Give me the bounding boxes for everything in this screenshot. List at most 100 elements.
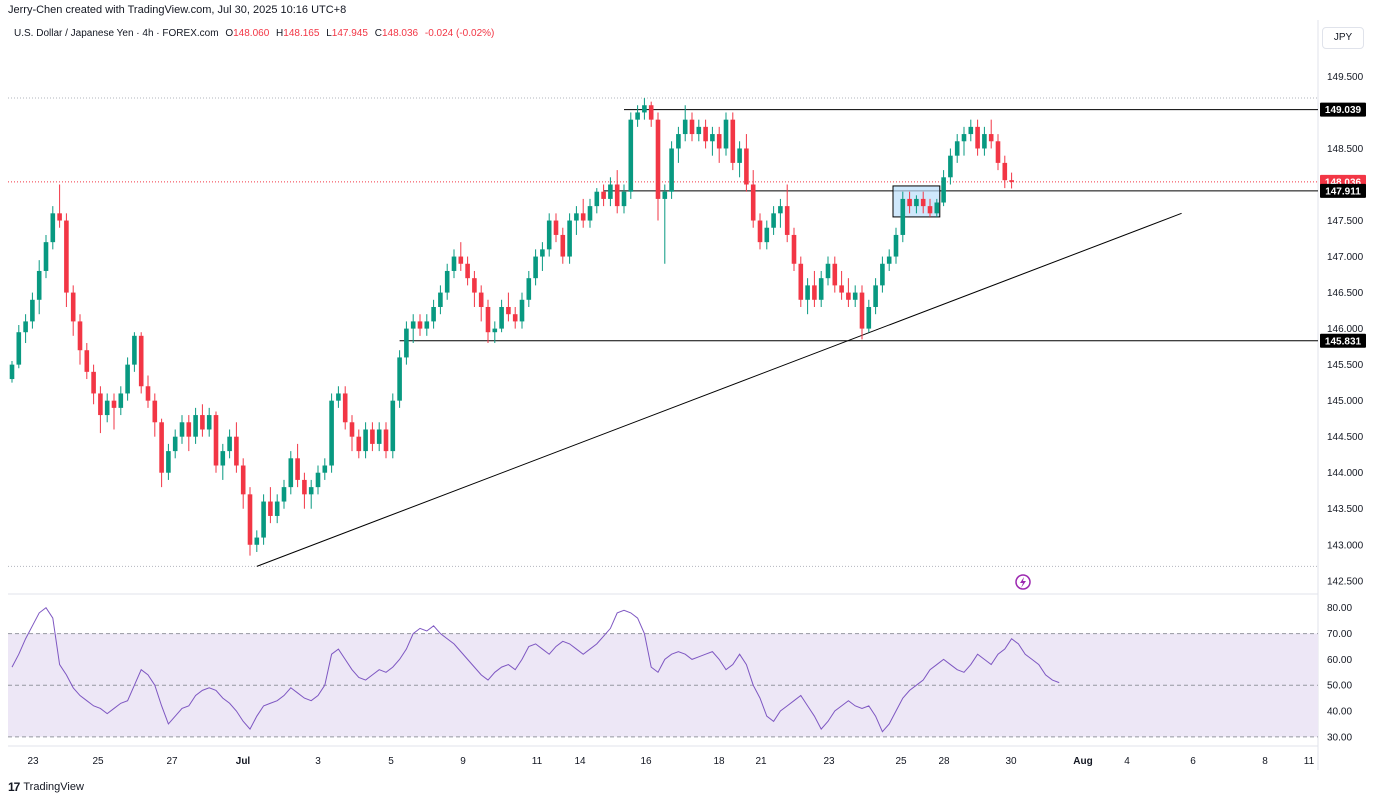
candle-body: [744, 148, 749, 185]
candle-body: [57, 213, 62, 221]
candle: [519, 292, 525, 329]
candle: [812, 270, 817, 307]
candle-body: [465, 263, 470, 279]
candle: [410, 314, 416, 344]
event-lightning-icon: [1015, 574, 1031, 590]
candle: [472, 270, 477, 307]
price-tick-label: 146.000: [1327, 324, 1364, 335]
candle-body: [30, 299, 35, 322]
time-tick-label: 30: [1005, 756, 1017, 767]
candle-body: [213, 415, 219, 466]
candle: [621, 184, 627, 214]
candle: [866, 299, 872, 333]
candle: [533, 249, 538, 286]
candle: [30, 292, 35, 329]
candle: [968, 119, 974, 142]
candle: [744, 134, 749, 192]
candle: [465, 256, 470, 286]
candle: [50, 206, 56, 250]
candle-body: [839, 285, 844, 293]
candle-body: [988, 134, 994, 142]
candle: [594, 188, 600, 214]
candle: [852, 285, 858, 307]
candle-body: [397, 357, 402, 401]
price-tick-label: 149.500: [1327, 72, 1364, 83]
candle: [499, 299, 504, 333]
candle: [676, 126, 681, 163]
candle-body: [186, 422, 192, 437]
candle: [424, 314, 430, 336]
candle: [23, 314, 28, 344]
candle-body: [370, 429, 375, 444]
candle: [200, 404, 205, 437]
candle: [451, 249, 457, 279]
price-tick-label: 142.500: [1327, 576, 1364, 587]
candle-body: [676, 134, 681, 149]
candle: [703, 119, 708, 149]
candle: [574, 206, 579, 235]
candle: [655, 112, 661, 221]
candle-body: [818, 278, 824, 300]
candle: [560, 227, 566, 264]
candle-body: [132, 335, 137, 365]
candle: [417, 314, 423, 336]
candle-body: [206, 415, 212, 430]
candle-body: [1009, 180, 1014, 182]
candle-body: [941, 177, 946, 203]
time-tick-label: 4: [1124, 756, 1130, 767]
candle-body: [172, 436, 178, 452]
candle-body: [281, 487, 287, 502]
candle: [682, 105, 688, 142]
tradingview-logo-icon: 17: [8, 780, 20, 794]
candle-body: [703, 126, 708, 142]
candle: [302, 472, 307, 509]
candle-body: [295, 458, 300, 480]
candle: [247, 487, 253, 556]
candle-body: [750, 184, 756, 221]
candle: [16, 325, 22, 369]
candle: [975, 119, 980, 156]
change-value: -0.024 (-0.02%): [424, 28, 495, 39]
chart-attribution: Jerry-Chen created with TradingView.com,…: [8, 4, 347, 16]
candle: [213, 411, 219, 473]
candle-body: [608, 184, 613, 199]
rsi-tick-label: 80.00: [1327, 603, 1352, 614]
candle-body: [961, 134, 967, 142]
candle-body: [424, 321, 430, 329]
candle: [356, 429, 362, 459]
candle: [227, 429, 232, 459]
symbol-name[interactable]: U.S. Dollar / Japanese Yen · 4h · FOREX.…: [14, 28, 219, 39]
time-tick-label: 21: [755, 756, 767, 767]
candle-body: [975, 126, 980, 149]
candle: [798, 256, 804, 307]
candle-body: [322, 465, 328, 473]
candle: [689, 112, 695, 142]
candle-body: [512, 314, 518, 322]
candle-body: [36, 270, 42, 300]
candle: [104, 393, 110, 423]
open-label: O: [225, 28, 234, 39]
candle: [886, 249, 892, 271]
candle-body: [553, 220, 559, 235]
currency-button[interactable]: JPY: [1322, 27, 1364, 49]
candle: [696, 119, 702, 142]
candle: [839, 270, 844, 300]
candle: [234, 422, 239, 473]
candle-body: [410, 321, 416, 329]
candle-body: [50, 213, 56, 243]
candle-body: [533, 256, 538, 279]
candle: [580, 198, 586, 228]
candle: [172, 429, 178, 459]
candle-body: [268, 501, 273, 516]
candle-body: [472, 278, 477, 293]
candle-body: [784, 206, 790, 235]
candle: [587, 198, 593, 228]
price-tick-label: 144.000: [1327, 468, 1364, 479]
candle: [132, 332, 137, 372]
candle-body: [485, 306, 491, 333]
candle: [995, 134, 1001, 171]
candle-body: [166, 451, 171, 473]
candle: [431, 299, 436, 329]
candle-body: [560, 234, 566, 257]
